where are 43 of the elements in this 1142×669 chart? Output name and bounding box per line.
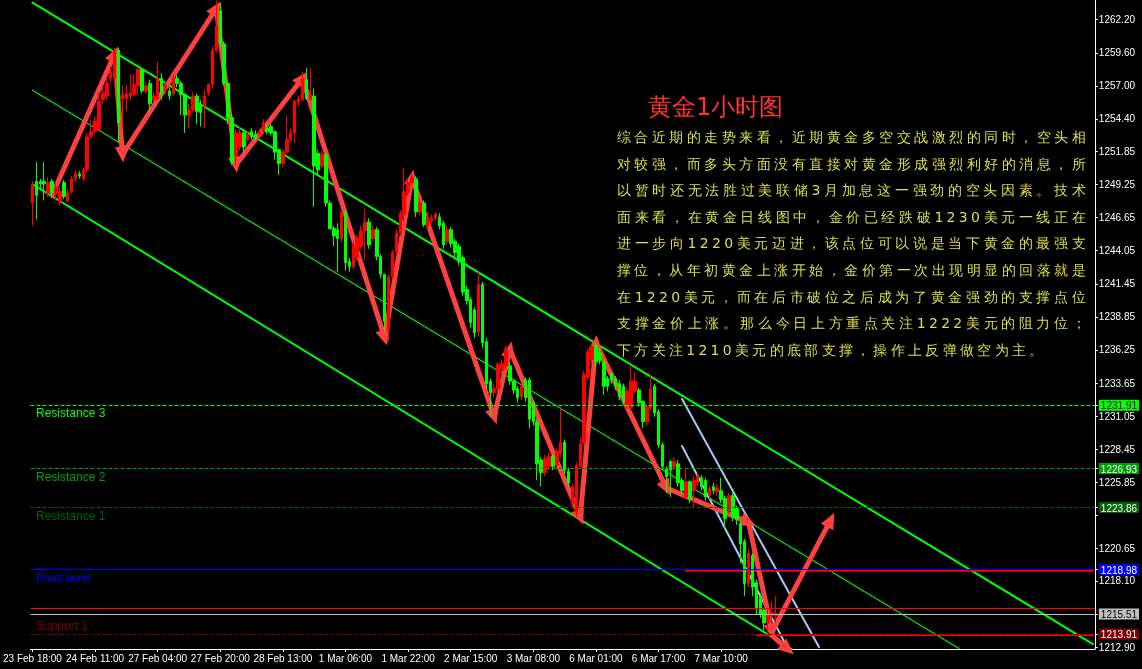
y-tick-label: 1246.65 bbox=[1098, 212, 1136, 224]
x-tick-label: 1 Mar 22:00 bbox=[381, 652, 436, 664]
y-tick-label: 1254.40 bbox=[1098, 113, 1136, 125]
y-tick-label: 1220.65 bbox=[1098, 542, 1136, 554]
text: 黄金1小时图 bbox=[648, 93, 784, 121]
x-tick-label: 1 Mar 06:00 bbox=[318, 652, 373, 664]
x-tick-label: 7 Mar 10:00 bbox=[694, 652, 749, 664]
y-tick-label: 1215.51 bbox=[1100, 608, 1138, 620]
x-tick-label: 27 Feb 20:00 bbox=[190, 652, 251, 664]
x-tick-label: 2 Mar 15:00 bbox=[444, 652, 498, 664]
y-tick-label: 1212.90 bbox=[1098, 641, 1136, 653]
text: 综合近期的走势来看，近期黄金多空交战激烈的同时，空头相对较强，而多头方面没有直接对黄金形成强烈利好的消息，所以暂时还无法胜过美联储3月加息这一强劲的空头因素。技术面来看，在黄金日线图中，金价已经跌破1230美元一线正在进一步向1220美元迈进，该点位可以说是当下黄金的最强支撑位，从年初黄金上涨开始，金价第一次出现明显的回落就是在1220美元，而在后市破位之后成为了黄金强劲的支撑点位支撑金价上涨。那么今日上方重点关注1222美元的阻力位；下方关注1210美元的底部支撑，操作上反弹做空为主。 bbox=[617, 129, 1089, 358]
x-tick-label: 28 Feb 13:00 bbox=[253, 652, 313, 664]
x-tick-label: 27 Feb 04:00 bbox=[128, 652, 188, 664]
x-tick-label: 23 Feb 18:00 bbox=[3, 652, 63, 664]
x-tick-label: 3 Mar 08:00 bbox=[506, 652, 561, 664]
ref-line-label: Resistance 1 bbox=[36, 508, 106, 523]
y-tick-label: 1231.91 bbox=[1100, 400, 1138, 412]
y-tick-label: 1241.45 bbox=[1098, 278, 1136, 290]
y-tick-label: 1225.85 bbox=[1098, 476, 1136, 488]
ref-line-label: Resistance 3 bbox=[36, 406, 106, 421]
y-tick-label: 1228.45 bbox=[1098, 443, 1136, 455]
y-tick-label: 1262.20 bbox=[1098, 14, 1136, 26]
y-tick-label: 1238.85 bbox=[1098, 311, 1136, 323]
y-tick-label: 1218.10 bbox=[1098, 575, 1136, 587]
ref-line-label: Support 1 bbox=[36, 619, 89, 634]
ref-line-label: Resistance 2 bbox=[36, 469, 106, 484]
x-tick-label: 6 Mar 17:00 bbox=[631, 652, 686, 664]
y-tick-label: 1257.00 bbox=[1098, 80, 1136, 92]
y-tick-label: 1233.65 bbox=[1098, 377, 1136, 389]
y-tick-label: 1259.60 bbox=[1098, 47, 1136, 59]
y-tick-label: 1251.85 bbox=[1098, 145, 1136, 157]
y-tick-label: 1218.98 bbox=[1100, 564, 1138, 576]
y-tick-label: 1226.93 bbox=[1100, 463, 1138, 475]
y-tick-label: 1236.25 bbox=[1098, 344, 1136, 356]
y-tick-label: 1223.86 bbox=[1100, 502, 1138, 514]
y-tick-label: 1249.25 bbox=[1098, 179, 1136, 191]
ref-line-label: Pivot level bbox=[36, 570, 91, 585]
y-tick-label: 1244.05 bbox=[1098, 245, 1136, 257]
x-tick-label: 6 Mar 01:00 bbox=[569, 652, 624, 664]
y-tick-label: 1231.05 bbox=[1098, 410, 1136, 422]
x-tick-label: 24 Feb 11:00 bbox=[65, 652, 125, 664]
y-tick-label: 1213.91 bbox=[1100, 629, 1138, 641]
